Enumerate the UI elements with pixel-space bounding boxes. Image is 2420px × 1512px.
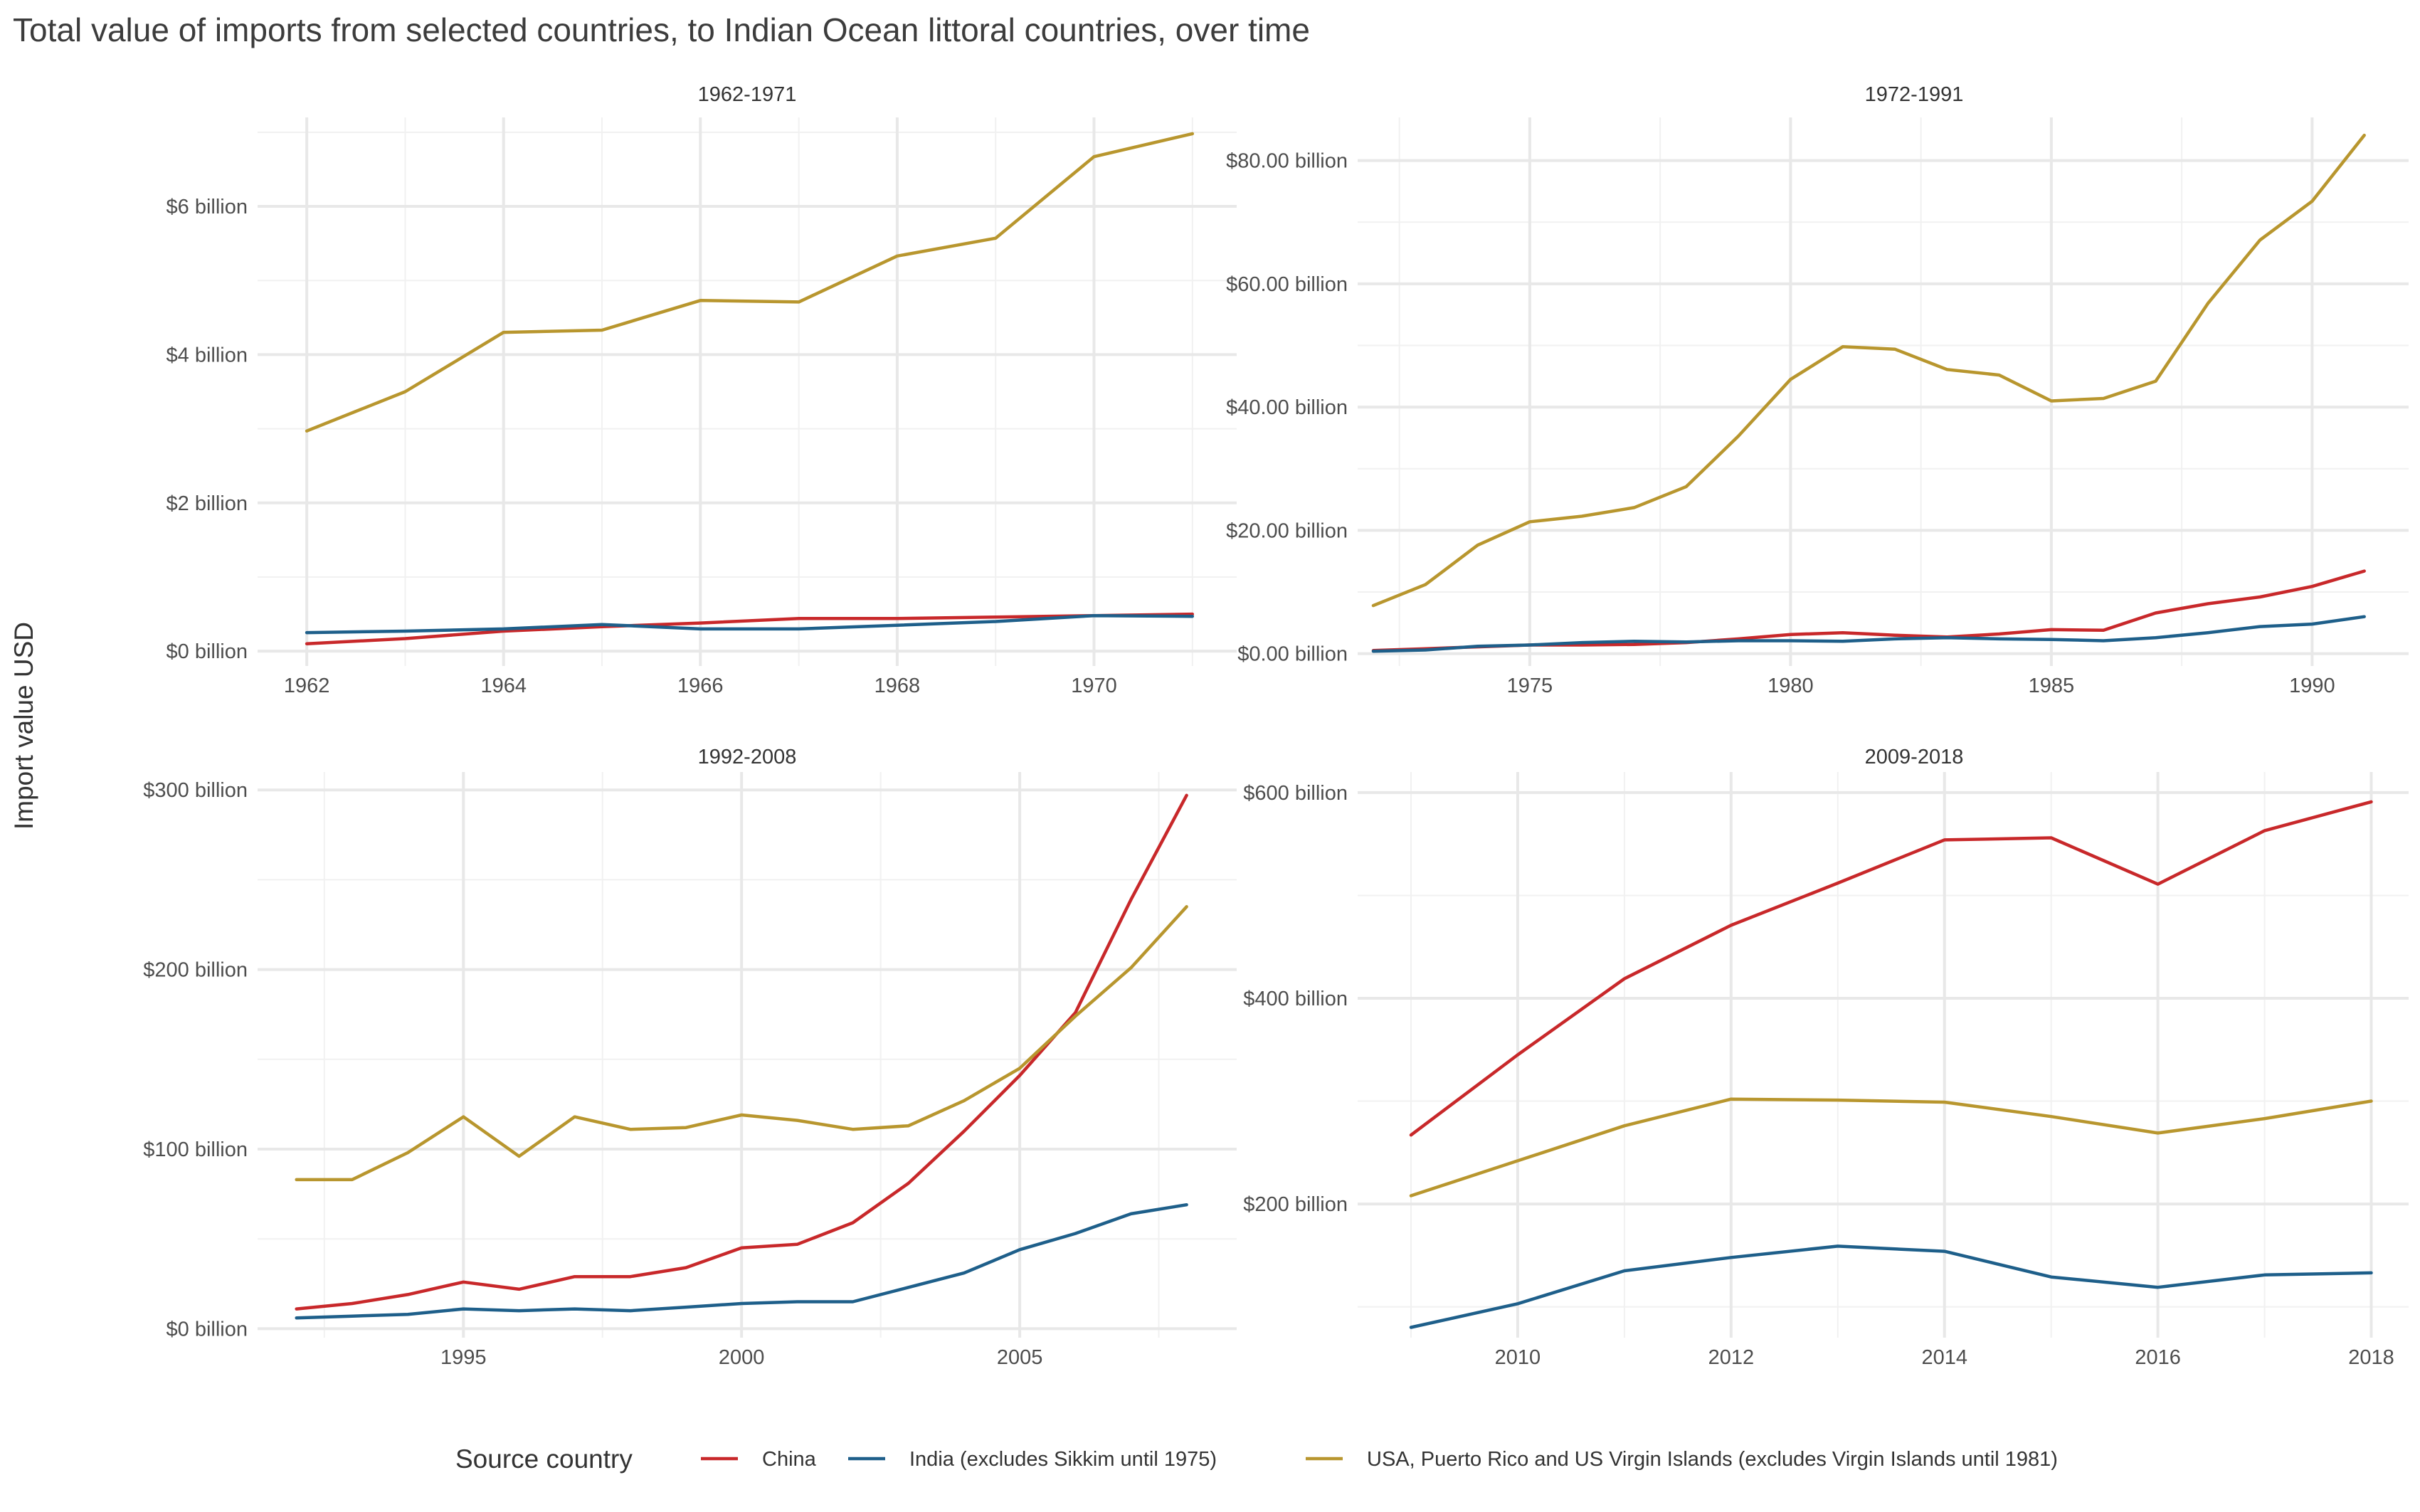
facet-title: 2009-2018	[1865, 746, 1964, 768]
y-tick-label: $400 billion	[1243, 988, 1348, 1010]
y-tick-label: $600 billion	[1243, 782, 1348, 805]
y-tick-label: $80.00 billion	[1226, 150, 1348, 173]
y-tick-label: $0.00 billion	[1237, 643, 1348, 666]
facet-panel-1962-1971: 1962 1964 1966 1968 1970 $0 billion $2 billion…	[167, 83, 1237, 697]
y-tick-label: $4 billion	[167, 344, 248, 366]
legend-label: India (excludes Sikkim until 1975)	[909, 1448, 1217, 1471]
facet-title: 1992-2008	[698, 746, 797, 768]
series-line-india	[295, 1202, 1188, 1320]
y-tick-label: $0 billion	[167, 1318, 248, 1341]
legend-label: USA, Puerto Rico and US Virgin Islands (…	[1367, 1448, 2058, 1471]
y-tick-label: $20.00 billion	[1226, 519, 1348, 542]
x-tick-label: 2010	[1495, 1346, 1541, 1369]
y-tick-label: $0 billion	[167, 640, 248, 663]
legend: Source country China India (excludes Sikki…	[455, 1444, 2058, 1474]
facet-title: 1972-1991	[1865, 83, 1964, 106]
y-tick-label: $2 billion	[167, 492, 248, 515]
x-tick-label: 1995	[440, 1346, 487, 1369]
x-tick-label: 1980	[1768, 675, 1814, 697]
facet-panel-1992-2008: 1995 2000 2005 $0 billion $100 billion $200 b…	[143, 746, 1237, 1369]
series-line-china	[305, 612, 1195, 645]
y-tick-label: $200 billion	[1243, 1193, 1348, 1216]
x-tick-label: 1962	[284, 675, 330, 697]
x-tick-label: 2018	[2348, 1346, 2394, 1369]
x-tick-label: 1966	[677, 675, 724, 697]
y-axis-label: Import value USD	[9, 622, 38, 830]
x-tick-label: 2005	[997, 1346, 1043, 1369]
series-line-usa	[1409, 1097, 2373, 1198]
legend-label: China	[762, 1448, 817, 1471]
series-line-india	[1371, 615, 2366, 653]
x-tick-label: 1990	[2289, 675, 2335, 697]
series-line-china	[295, 793, 1188, 1311]
y-tick-label: $300 billion	[143, 779, 248, 802]
x-tick-label: 1968	[875, 675, 921, 697]
y-tick-label: $40.00 billion	[1226, 396, 1348, 419]
legend-item: China	[701, 1448, 817, 1471]
legend-title: Source country	[455, 1444, 633, 1474]
x-tick-label: 1975	[1507, 675, 1553, 697]
y-tick-label: $200 billion	[143, 959, 248, 982]
series-line-india	[1409, 1244, 2373, 1329]
legend-item: USA, Puerto Rico and US Virgin Islands (…	[1306, 1448, 2058, 1471]
facet-title: 1962-1971	[698, 83, 797, 106]
facet-panel-1972-1991: 1975 1980 1985 1990 $0.00 billion $20.00 bill…	[1226, 83, 2409, 697]
x-tick-label: 2012	[1708, 1346, 1755, 1369]
series-line-usa	[295, 905, 1188, 1182]
chart-title: Total value of imports from selected cou…	[13, 11, 1310, 48]
x-tick-label: 2016	[2135, 1346, 2181, 1369]
series-line-usa	[1371, 133, 2366, 608]
facet-panel-2009-2018: 2010 2012 2014 2016 2018 $200 billion $400 bil…	[1243, 746, 2409, 1369]
x-tick-label: 2014	[1921, 1346, 1967, 1369]
y-tick-label: $60.00 billion	[1226, 273, 1348, 296]
x-tick-label: 1964	[480, 675, 527, 697]
x-tick-label: 1970	[1071, 675, 1117, 697]
x-tick-label: 1985	[2029, 675, 2075, 697]
series-line-india	[305, 613, 1195, 635]
x-tick-label: 2000	[719, 1346, 765, 1369]
series-line-china	[1409, 800, 2373, 1137]
y-tick-label: $6 billion	[167, 196, 248, 218]
facet-panels: 1962 1964 1966 1968 1970 $0 billion $2 billion…	[143, 83, 2409, 1369]
legend-item: India (excludes Sikkim until 1975)	[848, 1448, 1217, 1471]
series-line-usa	[305, 132, 1195, 433]
y-tick-label: $100 billion	[143, 1138, 248, 1161]
